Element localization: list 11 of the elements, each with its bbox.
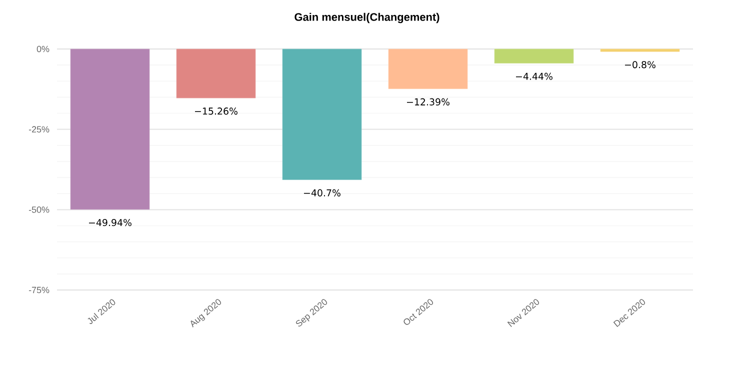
data-label: −0.8% — [625, 61, 656, 68]
data-label: −12.39% — [406, 98, 450, 106]
data-label: −40.7% — [304, 189, 340, 196]
data-label: −4.44% — [516, 72, 552, 80]
y-tick-label: 0% — [36, 46, 50, 52]
data-label: −49.94% — [88, 218, 132, 226]
data-label: −15.26% — [194, 108, 238, 115]
y-tick-label: -25% — [28, 126, 50, 133]
chart-title: Gain mensuel(Changement) — [294, 12, 440, 24]
y-tick-label: -75% — [28, 286, 50, 294]
y-tick-label: -50% — [28, 206, 50, 213]
